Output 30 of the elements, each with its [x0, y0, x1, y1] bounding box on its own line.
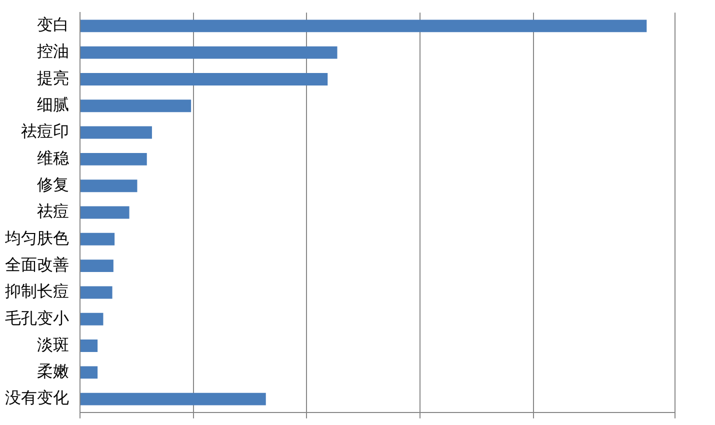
- y-tick-label: 细腻: [37, 95, 69, 114]
- bar: [80, 260, 114, 272]
- y-tick-label: 修复: [37, 175, 69, 194]
- y-tick-label: 祛痘: [37, 202, 69, 221]
- y-tick-label: 提亮: [37, 68, 69, 88]
- y-tick-label: 柔嫩: [37, 362, 69, 381]
- bar: [80, 20, 647, 32]
- bar: [80, 340, 98, 352]
- y-tick-label: 均匀肤色: [4, 228, 69, 248]
- bar: [80, 46, 338, 59]
- bar: [80, 206, 130, 219]
- y-tick-label: 毛孔变小: [5, 308, 69, 328]
- bar: [80, 73, 328, 86]
- bar: [80, 366, 98, 379]
- bar: [80, 312, 104, 326]
- y-tick-label: 祛痘印: [21, 122, 69, 141]
- bar: [80, 286, 112, 299]
- bar: [80, 392, 266, 406]
- y-tick-label: 全面改善: [5, 254, 69, 274]
- bar: [80, 100, 192, 112]
- y-tick-label: 变白: [37, 15, 69, 34]
- y-tick-label: 控油: [37, 42, 69, 61]
- y-tick-label: 抑制长痘: [5, 282, 69, 301]
- bar: [80, 126, 152, 139]
- bar: [80, 152, 147, 166]
- bar: [80, 180, 138, 192]
- y-tick-label: 维稳: [37, 148, 69, 168]
- bar: [80, 232, 115, 246]
- y-tick-label: 淡斑: [37, 334, 69, 354]
- y-tick-label: 没有变化: [5, 388, 69, 408]
